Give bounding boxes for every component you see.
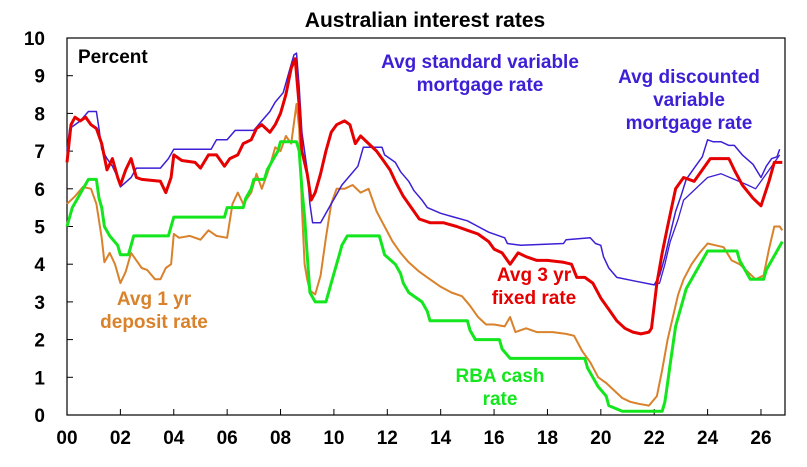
series-annotation-cash: RBA cash rate [455, 366, 544, 410]
y-tick-label: 6 [34, 180, 45, 201]
y-tick-label: 0 [34, 406, 45, 427]
annotations: Avg standard variable mortgage rate Avg di… [100, 52, 760, 410]
series-annotation-deposit: Avg 1 yr deposit rate [100, 289, 208, 333]
x-tick-label: 04 [163, 428, 185, 449]
x-tick-label: 12 [377, 428, 398, 449]
y-tick-label: 7 [34, 142, 45, 163]
y-tick-label: 5 [34, 218, 45, 239]
annotation-line: Avg 1 yr [117, 289, 192, 310]
annotation-line: Avg discounted [618, 67, 760, 88]
y-tick-label: 3 [34, 293, 45, 314]
annotation-line: Avg 3 yr [497, 265, 572, 286]
series-line [653, 154, 781, 286]
x-tick-label: 16 [483, 428, 504, 449]
x-tick-label: 26 [750, 428, 771, 449]
y-tick-label: 2 [34, 331, 45, 352]
series-line [65, 57, 783, 336]
series-line [66, 103, 784, 407]
y-tick-label: 8 [34, 104, 45, 125]
x-tick-label: 20 [590, 428, 611, 449]
annotation-line: mortgage rate [626, 113, 753, 134]
annotation-line: RBA cash [455, 366, 544, 387]
y-tick-label: 10 [24, 29, 45, 50]
x-tick-label: 18 [537, 428, 558, 449]
series-line [66, 52, 781, 286]
x-tick-label: 08 [270, 428, 291, 449]
series-annotation-std: Avg standard variable mortgage rate [381, 52, 579, 96]
y-tick-label: 9 [34, 67, 45, 88]
annotation-line: deposit rate [100, 312, 208, 333]
y-tick-label: 4 [34, 255, 45, 276]
x-tick-label: 02 [110, 428, 131, 449]
annotation-line: variable [653, 90, 725, 111]
series-line [65, 140, 784, 413]
series-annotation-disc: Avg discounted variable mortgage rate [618, 67, 760, 134]
x-tick-label: 24 [697, 428, 719, 449]
series-annotation-fixed: Avg 3 yr fixed rate [492, 265, 576, 309]
y-axis-label: Percent [78, 47, 148, 68]
x-tick-label: 14 [430, 428, 452, 449]
annotation-line: Avg standard variable [381, 52, 579, 73]
series-layer [65, 52, 784, 413]
x-tick-label: 22 [644, 428, 665, 449]
annotation-line: rate [483, 389, 518, 410]
annotation-line: mortgage rate [417, 75, 544, 96]
y-tick-label: 1 [34, 368, 45, 389]
x-tick-label: 06 [217, 428, 238, 449]
y-axis: 0 1 2 3 4 5 6 7 8 9 10 [24, 29, 73, 427]
x-axis: 00 02 04 06 08 10 12 14 16 18 20 22 24 26 [56, 409, 772, 449]
chart-title: Australian interest rates [305, 9, 545, 32]
x-tick-label: 10 [323, 428, 344, 449]
annotation-line: fixed rate [492, 288, 576, 309]
x-tick-label: 00 [56, 428, 77, 449]
